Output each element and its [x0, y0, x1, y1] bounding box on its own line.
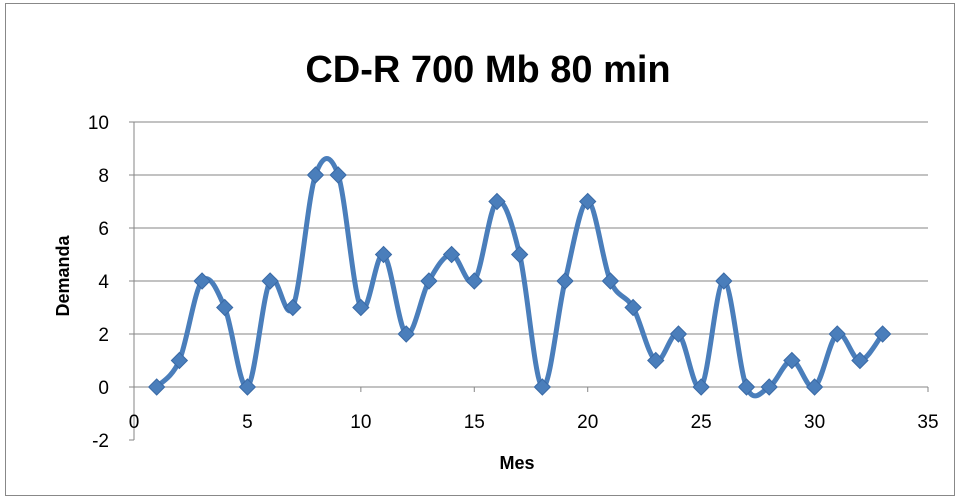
data-point-marker: [533, 378, 552, 396]
data-point-marker: [828, 325, 846, 343]
x-tick-label: 15: [464, 412, 485, 433]
data-point-marker: [692, 378, 710, 396]
x-tick-label: 10: [350, 412, 371, 433]
data-point-marker: [352, 298, 370, 317]
data-point-marker: [873, 325, 892, 343]
series-markers: [147, 166, 892, 396]
data-point-marker: [306, 166, 325, 184]
data-point-marker: [715, 272, 733, 290]
data-point-marker: [601, 272, 620, 290]
data-point-marker: [374, 245, 393, 264]
x-tick-label: 30: [804, 412, 825, 433]
y-tick-label: -2: [92, 431, 109, 452]
chart-area: [5, 3, 955, 496]
data-point-marker: [737, 378, 756, 396]
y-tick-label: 8: [98, 166, 109, 187]
data-point-marker: [805, 378, 824, 396]
x-tick-label: 35: [917, 412, 938, 433]
x-tick-label: 5: [242, 412, 253, 433]
data-point-marker: [488, 192, 506, 211]
x-tick-label: 0: [129, 412, 140, 433]
data-point-marker: [783, 351, 801, 370]
data-point-marker: [284, 298, 302, 317]
x-tick-labels: 0 5 10 15 20 25 30 35: [129, 412, 939, 433]
x-tick-label: 20: [577, 412, 598, 433]
chart-title: CD-R 700 Mb 80 min: [305, 49, 670, 91]
data-point-marker: [510, 245, 529, 264]
data-point-marker: [442, 245, 461, 264]
y-tick-labels: -2 0 2 4 6 8 10: [88, 113, 110, 452]
y-tick-label: 0: [98, 378, 109, 399]
data-point-marker: [624, 298, 642, 317]
data-point-marker: [193, 272, 211, 290]
y-tick-label: 4: [98, 272, 109, 293]
data-point-marker: [170, 351, 189, 370]
y-tick-label: 2: [98, 325, 109, 346]
data-point-marker: [851, 351, 869, 370]
data-point-marker: [238, 378, 257, 396]
data-point-marker: [760, 378, 778, 396]
data-point-marker: [397, 325, 415, 343]
data-point-marker: [579, 192, 597, 211]
data-point-marker: [147, 378, 166, 396]
y-tick-label: 6: [98, 219, 109, 240]
y-tick-label: 10: [88, 113, 109, 134]
x-tick-label: 25: [691, 412, 712, 433]
data-point-marker: [465, 272, 483, 290]
data-point-marker: [261, 272, 279, 290]
data-point-marker: [216, 298, 234, 317]
data-point-marker: [669, 325, 688, 343]
data-point-marker: [420, 272, 438, 290]
y-axis-title: Demanda: [53, 235, 73, 317]
data-point-marker: [329, 166, 347, 184]
data-point-marker: [556, 272, 574, 290]
x-axis-title: Mes: [499, 453, 534, 473]
data-point-marker: [647, 351, 665, 370]
